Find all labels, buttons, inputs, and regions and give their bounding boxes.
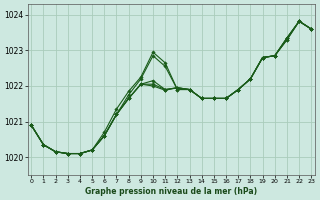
- X-axis label: Graphe pression niveau de la mer (hPa): Graphe pression niveau de la mer (hPa): [85, 187, 257, 196]
